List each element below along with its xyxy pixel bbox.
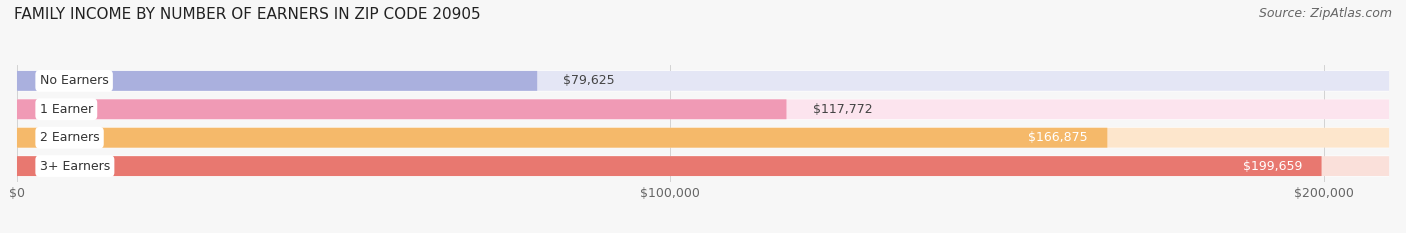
Text: 3+ Earners: 3+ Earners — [39, 160, 110, 173]
Text: $166,875: $166,875 — [1028, 131, 1088, 144]
FancyBboxPatch shape — [17, 128, 1108, 148]
FancyBboxPatch shape — [17, 127, 1389, 148]
Text: $117,772: $117,772 — [813, 103, 872, 116]
FancyBboxPatch shape — [17, 156, 1389, 176]
FancyBboxPatch shape — [17, 71, 1389, 91]
FancyBboxPatch shape — [17, 99, 786, 119]
FancyBboxPatch shape — [17, 156, 1322, 176]
Text: 2 Earners: 2 Earners — [39, 131, 100, 144]
Text: FAMILY INCOME BY NUMBER OF EARNERS IN ZIP CODE 20905: FAMILY INCOME BY NUMBER OF EARNERS IN ZI… — [14, 7, 481, 22]
FancyBboxPatch shape — [17, 156, 1389, 177]
Text: No Earners: No Earners — [39, 74, 108, 87]
FancyBboxPatch shape — [17, 99, 1389, 120]
Text: $79,625: $79,625 — [564, 74, 614, 87]
FancyBboxPatch shape — [17, 99, 1389, 119]
FancyBboxPatch shape — [17, 71, 537, 91]
Text: Source: ZipAtlas.com: Source: ZipAtlas.com — [1258, 7, 1392, 20]
FancyBboxPatch shape — [17, 128, 1389, 148]
Text: 1 Earner: 1 Earner — [39, 103, 93, 116]
FancyBboxPatch shape — [17, 70, 1389, 91]
Text: $199,659: $199,659 — [1243, 160, 1302, 173]
